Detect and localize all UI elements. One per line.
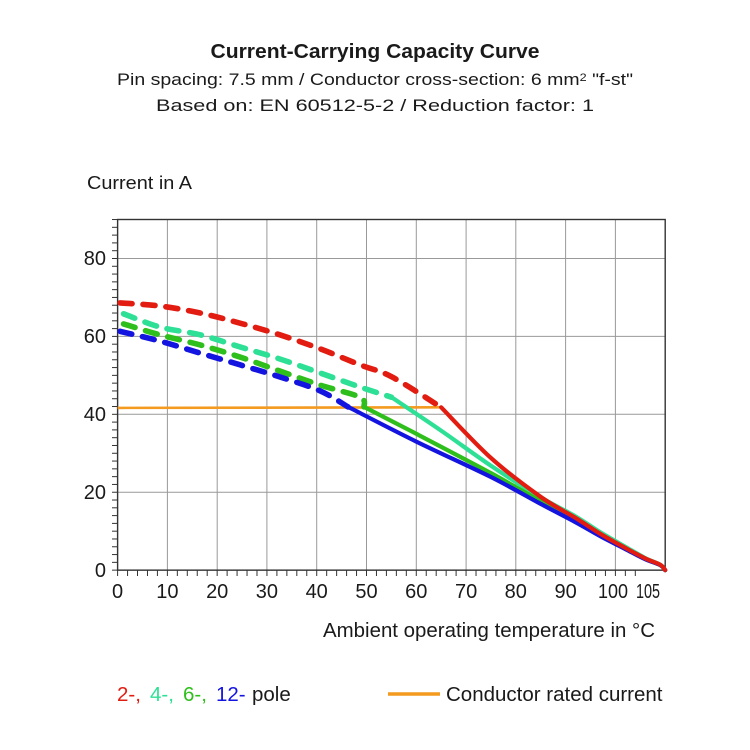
svg-text:0: 0 [112,581,123,603]
svg-text:10: 10 [156,581,178,603]
svg-text:2-,: 2-, [117,683,141,706]
svg-text:40: 40 [306,581,328,603]
svg-text:30: 30 [256,581,278,603]
svg-text:90: 90 [554,581,576,603]
svg-text:60: 60 [405,581,427,603]
svg-text:60: 60 [84,326,106,348]
svg-text:70: 70 [455,581,477,603]
svg-text:12-: 12- [216,683,246,706]
svg-text:pole: pole [252,683,291,706]
svg-text:105: 105 [636,581,660,603]
svg-text:50: 50 [355,581,377,603]
svg-text:20: 20 [206,581,228,603]
svg-text:80: 80 [505,581,527,603]
svg-text:Ambient operating temperature: Ambient operating temperature in °C [323,619,655,642]
svg-text:20: 20 [84,482,106,504]
svg-text:4-,: 4-, [150,683,174,706]
svg-text:Current-Carrying Capacity Curv: Current-Carrying Capacity Curve [211,40,540,63]
svg-text:6-,: 6-, [183,683,207,706]
svg-text:Pin spacing: 7.5 mm / Conducto: Pin spacing: 7.5 mm / Conductor cross-se… [117,70,633,89]
svg-text:Current in A: Current in A [87,172,193,193]
svg-text:100: 100 [598,581,628,603]
svg-text:0: 0 [95,560,106,582]
svg-text:40: 40 [84,404,106,426]
svg-text:Conductor rated current: Conductor rated current [446,683,663,706]
svg-text:80: 80 [84,248,106,270]
svg-text:Based on: EN 60512-5-2 / Reduc: Based on: EN 60512-5-2 / Reduction facto… [156,96,594,115]
